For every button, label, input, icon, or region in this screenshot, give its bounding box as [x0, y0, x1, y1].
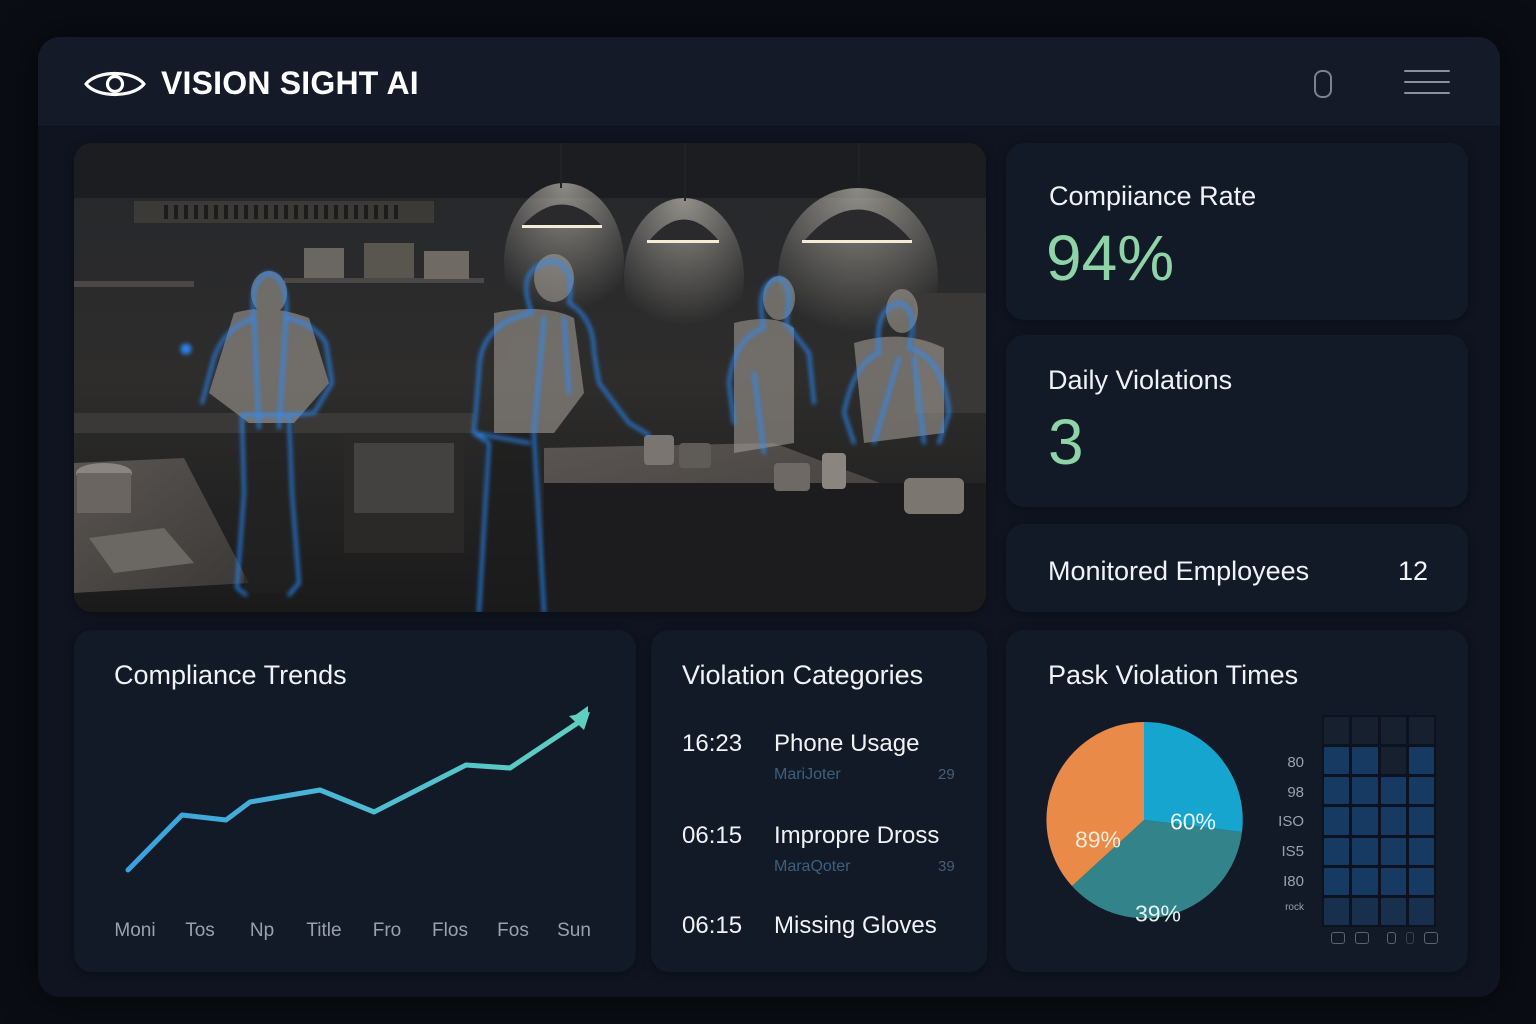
- heat-y-label: ISO: [1278, 813, 1304, 830]
- peak-violation-times-panel: Pask Violation Times 60% 39% 89% 80 98 I…: [1006, 630, 1468, 972]
- heatmap-cell[interactable]: [1324, 717, 1350, 745]
- heatmap-cell[interactable]: [1408, 837, 1434, 865]
- heat-y-label: 80: [1287, 754, 1304, 771]
- violation-time: 06:15: [682, 912, 743, 939]
- violation-time: 06:15: [682, 822, 743, 849]
- monitored-employees-card: Monitored Employees 12: [1006, 524, 1468, 612]
- heat-y-label: 98: [1287, 784, 1304, 801]
- heatmap-cell[interactable]: [1324, 897, 1350, 925]
- heatmap-cell[interactable]: [1324, 777, 1350, 805]
- heatmap-cell[interactable]: [1352, 897, 1378, 925]
- heatmap-cell[interactable]: [1352, 717, 1378, 745]
- heatmap-toolbar: [1331, 932, 1438, 944]
- heatmap-cell[interactable]: [1380, 777, 1406, 805]
- violation-name: Missing Gloves: [774, 912, 937, 939]
- x-label: Moni: [114, 920, 156, 941]
- heatmap-cell[interactable]: [1380, 717, 1406, 745]
- heatmap-cell[interactable]: [1380, 897, 1406, 925]
- violation-name: Phone Usage: [774, 730, 920, 757]
- compliance-trends-title: Compliance Trends: [114, 660, 347, 690]
- pie-label-blue: 60%: [1169, 808, 1217, 835]
- compliance-trend-line-chart: [125, 706, 590, 873]
- heatmap-cell[interactable]: [1408, 777, 1434, 805]
- violation-categories-panel: Violation Categories 16:23 Phone Usage M…: [651, 630, 987, 972]
- violation-heatmap: [1322, 715, 1436, 927]
- x-label: Fro: [372, 920, 402, 941]
- pose-overlay: [74, 143, 986, 612]
- device-icon[interactable]: [1314, 70, 1332, 98]
- violation-time: 16:23: [682, 730, 743, 757]
- daily-violations-label: Daily Violations: [1048, 365, 1233, 395]
- trend-x-axis: Moni Tos Np Title Fro Flos Fos Sun: [74, 920, 636, 944]
- bar-icon[interactable]: [1406, 932, 1414, 944]
- monitored-employees-value: 12: [1397, 556, 1428, 586]
- image-icon[interactable]: [1331, 932, 1345, 944]
- x-label: Title: [306, 920, 342, 941]
- compliance-rate-card: Compiiance Rate 94%: [1006, 143, 1468, 320]
- monitored-employees-label: Monitored Employees: [1048, 556, 1310, 586]
- violation-count: 39: [938, 858, 955, 875]
- heatmap-cell[interactable]: [1408, 867, 1434, 895]
- app-window: VISION SIGHT AI: [38, 37, 1500, 997]
- brand[interactable]: VISION SIGHT AI: [83, 65, 419, 102]
- violation-name: Impropre Dross: [774, 822, 940, 849]
- heatmap-cell[interactable]: [1380, 837, 1406, 865]
- compliance-rate-value: 94%: [1046, 222, 1175, 294]
- heat-y-label: I80: [1283, 873, 1304, 890]
- top-bar: VISION SIGHT AI: [38, 37, 1500, 127]
- kitchen-scene-image: [74, 143, 986, 612]
- violation-count: 29: [938, 766, 955, 783]
- heatmap-cell[interactable]: [1380, 867, 1406, 895]
- heat-y-label: rock: [1285, 902, 1304, 913]
- heatmap-cell[interactable]: [1352, 777, 1378, 805]
- compliance-trends-panel: Compliance Trends Moni Tos Np Title Fro …: [74, 630, 636, 972]
- x-label: Tos: [185, 920, 215, 941]
- violation-pie-chart[interactable]: [1046, 720, 1246, 920]
- heatmap-cell[interactable]: [1324, 867, 1350, 895]
- heatmap-cell[interactable]: [1380, 807, 1406, 835]
- menu-icon[interactable]: [1404, 70, 1450, 94]
- violation-sub: MariJoter: [774, 766, 841, 783]
- x-label: Flos: [432, 920, 468, 941]
- violation-sub: MaraQoter: [774, 858, 851, 875]
- pie-label-orange: 89%: [1074, 826, 1122, 853]
- lock-icon[interactable]: [1387, 932, 1396, 944]
- brand-name: VISION SIGHT AI: [161, 65, 419, 101]
- pie-label-teal: 39%: [1134, 900, 1182, 927]
- violation-categories-title: Violation Categories: [682, 660, 924, 690]
- heatmap-cell[interactable]: [1352, 837, 1378, 865]
- heatmap-cell[interactable]: [1380, 747, 1406, 775]
- heatmap-cell[interactable]: [1408, 807, 1434, 835]
- compliance-rate-label: Compiiance Rate: [1049, 181, 1257, 211]
- heatmap-cell[interactable]: [1352, 807, 1378, 835]
- heatmap-cell[interactable]: [1324, 837, 1350, 865]
- heatmap-cell[interactable]: [1324, 807, 1350, 835]
- x-label: Fos: [497, 920, 529, 941]
- heatmap-cell[interactable]: [1324, 747, 1350, 775]
- x-label: Sun: [557, 920, 591, 941]
- graph-icon[interactable]: [1424, 932, 1438, 944]
- chart-icon[interactable]: [1355, 932, 1369, 944]
- eye-logo-icon: [84, 71, 146, 96]
- x-label: Np: [249, 920, 275, 941]
- heat-y-label: IS5: [1281, 843, 1304, 860]
- daily-violations-value: 3: [1048, 406, 1084, 478]
- daily-violations-card: Daily Violations 3: [1006, 335, 1468, 507]
- heatmap-cell[interactable]: [1408, 717, 1434, 745]
- heatmap-cell[interactable]: [1352, 867, 1378, 895]
- heatmap-cell[interactable]: [1352, 747, 1378, 775]
- camera-feed[interactable]: [74, 143, 986, 612]
- peak-violation-title: Pask Violation Times: [1048, 660, 1299, 690]
- heatmap-cell[interactable]: [1408, 897, 1434, 925]
- heatmap-cell[interactable]: [1408, 747, 1434, 775]
